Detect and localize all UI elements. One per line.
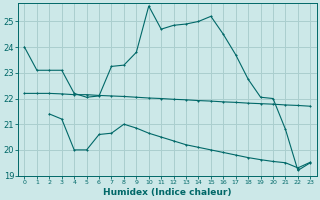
X-axis label: Humidex (Indice chaleur): Humidex (Indice chaleur) [103,188,232,197]
